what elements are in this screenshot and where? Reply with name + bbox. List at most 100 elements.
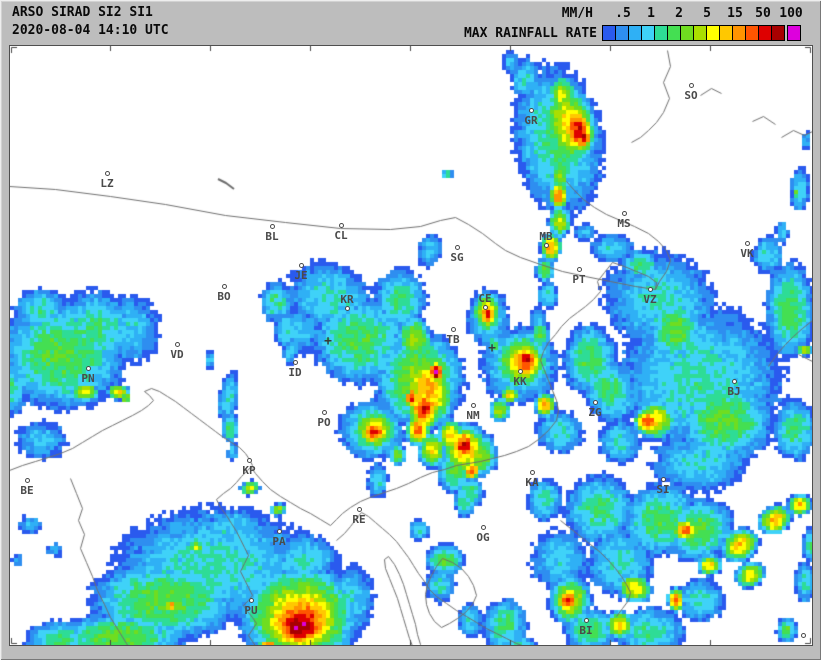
city-dot-icon: [471, 403, 476, 408]
legend-color-box: [628, 25, 642, 41]
city-label: NM: [466, 409, 480, 422]
city-dot-icon: [518, 369, 523, 374]
legend-tick-value: 1: [647, 6, 655, 21]
city-dot-icon: [299, 263, 304, 268]
city-dot-icon: [801, 633, 806, 638]
city-label: BL: [265, 230, 279, 243]
city-dot-icon: [249, 598, 254, 603]
city-dot-icon: [483, 305, 488, 310]
timestamp: 2020-08-04 14:10 UTC: [12, 23, 169, 38]
city-label: SG: [450, 251, 464, 264]
city-label: OG: [476, 531, 490, 544]
city-label: KK: [513, 375, 527, 388]
city-dot-icon: [25, 478, 30, 483]
city-label: ZG: [588, 406, 602, 419]
city-label: PT: [572, 273, 586, 286]
city-label: PO: [317, 416, 331, 429]
city-dot-icon: [529, 108, 534, 113]
legend-color-box: [667, 25, 681, 41]
city-label: MS: [617, 217, 631, 230]
city-label: KR: [340, 293, 354, 306]
city-dot-icon: [357, 507, 362, 512]
legend-tick-value: 50: [755, 6, 771, 21]
city-dot-icon: [451, 327, 456, 332]
city-dot-icon: [175, 342, 180, 347]
city-dot-icon: [622, 211, 627, 216]
city-label: BE: [20, 484, 34, 497]
city-dot-icon: [222, 284, 227, 289]
legend-color-box: [758, 25, 772, 41]
city-label: JE: [294, 269, 308, 282]
city-dot-icon: [339, 223, 344, 228]
legend-color-box: [602, 25, 616, 41]
city-dot-icon: [530, 470, 535, 475]
city-label: CE: [478, 292, 492, 305]
city-label: BO: [217, 290, 231, 303]
city-dot-icon: [247, 458, 252, 463]
legend-color-box: [787, 25, 801, 41]
legend-color-box: [641, 25, 655, 41]
city-dot-icon: [277, 529, 282, 534]
city-label: BJ: [727, 385, 741, 398]
radar-map: LZ SO GR BL CL JE MS SG VK MB BO KR CE PT VZ TB VD ID PN PO…: [9, 45, 813, 646]
city-label: VZ: [643, 293, 657, 306]
color-scale: [602, 25, 801, 43]
legend-tick-value: 15: [727, 6, 743, 21]
city-label: PN: [81, 372, 95, 385]
legend-color-box: [719, 25, 733, 41]
legend-color-box: [615, 25, 629, 41]
city-label: PA: [272, 535, 286, 548]
city-label: LZ: [100, 177, 114, 190]
city-label: SO: [684, 89, 698, 102]
legend-color-box: [706, 25, 720, 41]
legend-color-box: [654, 25, 668, 41]
city-label: KA: [525, 476, 539, 489]
city-label: SI: [656, 483, 670, 496]
city-dot-icon: [322, 410, 327, 415]
radar-site-cross-icon: +: [324, 333, 332, 349]
legend-tick-value: 100: [779, 6, 803, 21]
city-dot-icon: [593, 400, 598, 405]
city-label: CL: [334, 229, 348, 242]
city-label: BI: [579, 624, 593, 637]
city-dot-icon: [270, 224, 275, 229]
legend-tick-values: .5 1 2 5 15 50 100: [0, 6, 821, 22]
city-label: VD: [170, 348, 184, 361]
city-label: VK: [740, 247, 754, 260]
legend-unit-label: MM/H: [561, 6, 593, 21]
city-label: GR: [524, 114, 538, 127]
city-dot-icon: [577, 267, 582, 272]
rainfall-scale-label: MAX RAINFALL RATE: [463, 26, 597, 41]
city-label: MB: [539, 230, 553, 243]
city-dot-icon: [481, 525, 486, 530]
city-dot-icon: [584, 618, 589, 623]
city-dot-icon: [455, 245, 460, 250]
product-title: ARSO SIRAD SI2 SI1: [12, 5, 153, 20]
legend-color-box: [732, 25, 746, 41]
city-label: PU: [244, 604, 258, 617]
city-dot-icon: [745, 241, 750, 246]
city-label: RE: [352, 513, 366, 526]
legend-tick-value: .5: [615, 6, 631, 21]
city-dot-icon: [105, 171, 110, 176]
city-dot-icon: [661, 477, 666, 482]
city-label: TB: [446, 333, 460, 346]
city-dot-icon: [732, 379, 737, 384]
city-dot-icon: [544, 243, 549, 248]
legend-color-box: [680, 25, 694, 41]
legend-tick-value: 2: [675, 6, 683, 21]
legend-color-box: [693, 25, 707, 41]
radar-site-cross-icon: +: [488, 340, 496, 356]
city-dot-icon: [345, 306, 350, 311]
city-label: KP: [242, 464, 256, 477]
legend-tick-value: 5: [703, 6, 711, 21]
city-dot-icon: [689, 83, 694, 88]
city-dot-icon: [293, 360, 298, 365]
legend-color-box: [771, 25, 785, 41]
city-label: ID: [288, 366, 302, 379]
legend-color-box: [745, 25, 759, 41]
city-dot-icon: [86, 366, 91, 371]
radar-canvas: [10, 46, 812, 645]
city-dot-icon: [648, 287, 653, 292]
